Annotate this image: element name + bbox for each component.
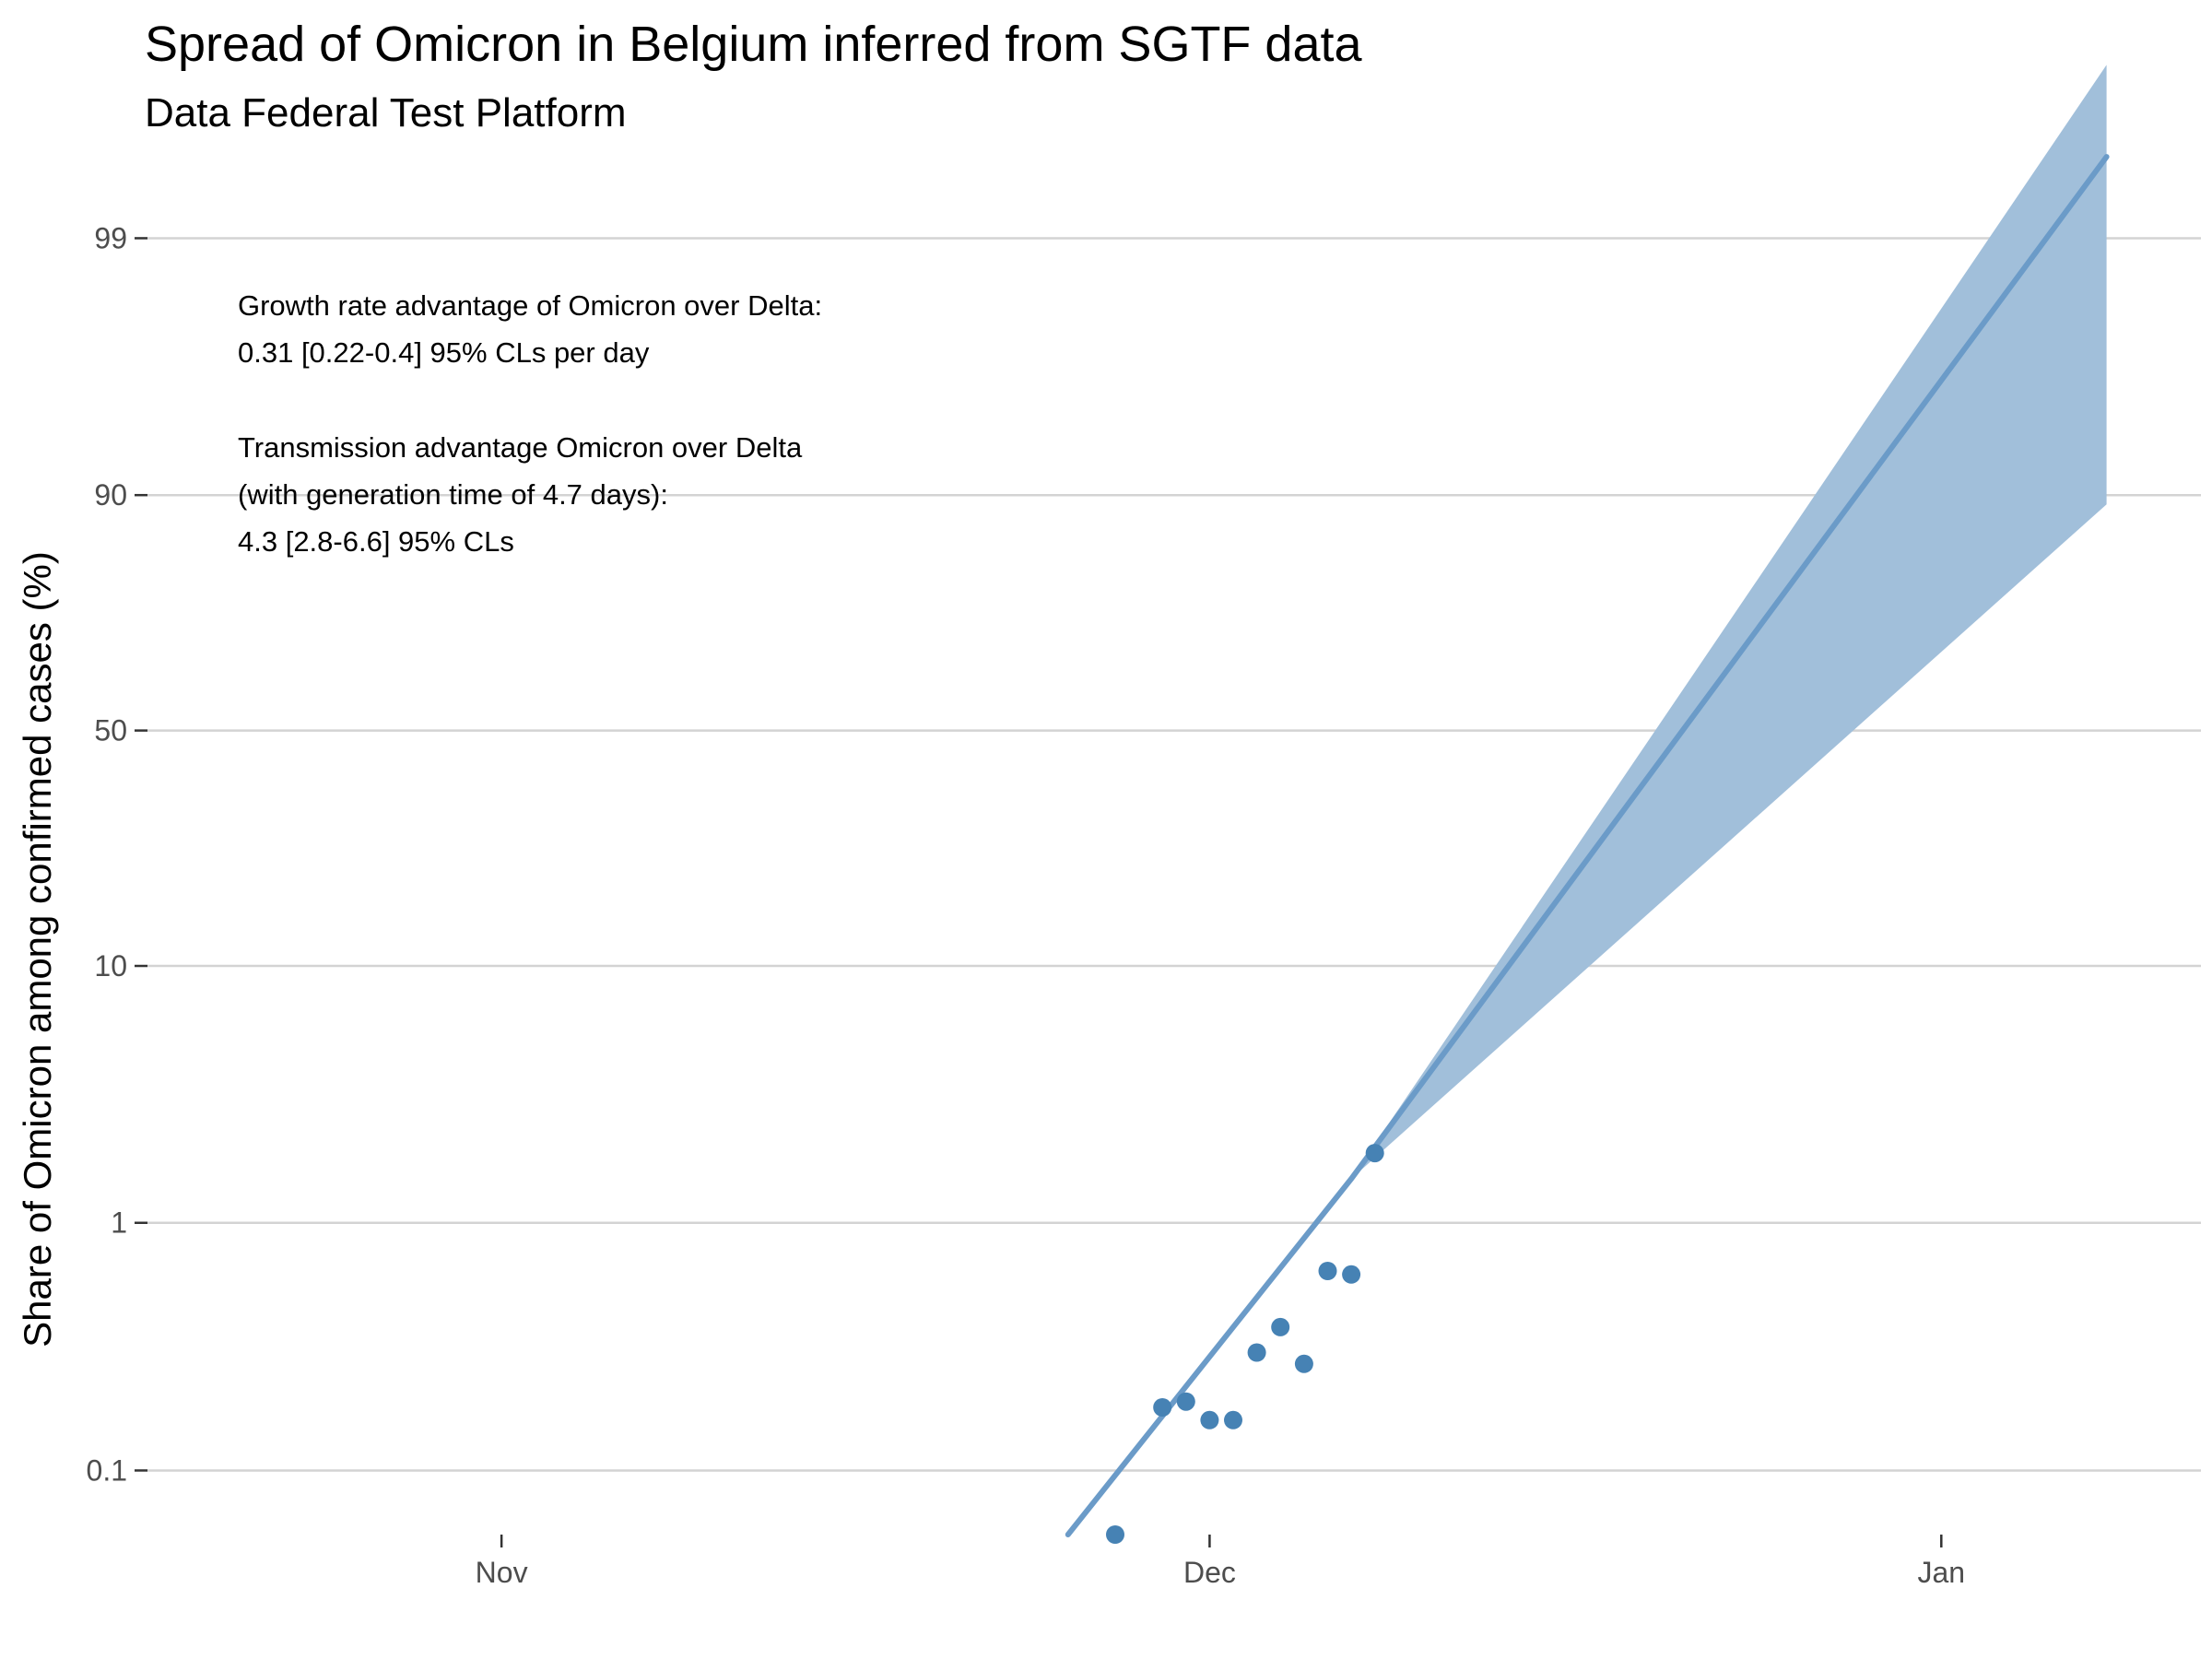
- annotation-line-4: (with generation time of 4.7 days):: [238, 478, 668, 511]
- data-point: [1176, 1392, 1195, 1411]
- annotation-line-3: Transmission advantage Omicron over Delt…: [238, 431, 803, 464]
- x-tick-label: Dec: [1183, 1556, 1236, 1589]
- confidence-band: [1067, 65, 2107, 1535]
- point-layer: [1106, 1144, 1384, 1544]
- y-tick-label: 90: [94, 478, 127, 512]
- x-tick-label: Jan: [1918, 1556, 1966, 1589]
- data-point: [1365, 1144, 1384, 1163]
- y-tick-label: 50: [94, 714, 127, 747]
- data-point: [1318, 1262, 1337, 1280]
- annotation-block: Growth rate advantage of Omicron over De…: [238, 289, 822, 558]
- axis-layer: 0.1 1 10 50 90 99 Nov Dec Jan: [87, 221, 1966, 1589]
- annotation-line-5: 4.3 [2.8-6.6] 95% CLs: [238, 525, 514, 558]
- y-tick-label: 10: [94, 949, 127, 982]
- y-tick-label: 1: [111, 1206, 127, 1240]
- data-point: [1200, 1410, 1219, 1430]
- x-tick-label: Nov: [476, 1556, 528, 1589]
- band-layer: [1067, 65, 2107, 1535]
- y-tick-label: 0.1: [87, 1453, 127, 1487]
- annotation-line-2: 0.31 [0.22-0.4] 95% CLs per day: [238, 336, 650, 369]
- annotation-line-1: Growth rate advantage of Omicron over De…: [238, 289, 822, 322]
- data-point: [1271, 1317, 1290, 1336]
- data-point: [1247, 1343, 1266, 1362]
- data-point: [1106, 1525, 1124, 1544]
- y-tick-label: 99: [94, 221, 127, 254]
- data-point: [1294, 1354, 1313, 1373]
- chart-title: Spread of Omicron in Belgium inferred fr…: [145, 17, 1362, 72]
- grid-layer: [147, 237, 2201, 1472]
- data-point: [1153, 1398, 1172, 1417]
- y-axis-label: Share of Omicron among confirmed cases (…: [16, 551, 59, 1347]
- data-point: [1224, 1410, 1242, 1430]
- chart-subtitle: Data Federal Test Platform: [145, 90, 627, 135]
- data-point: [1342, 1265, 1361, 1284]
